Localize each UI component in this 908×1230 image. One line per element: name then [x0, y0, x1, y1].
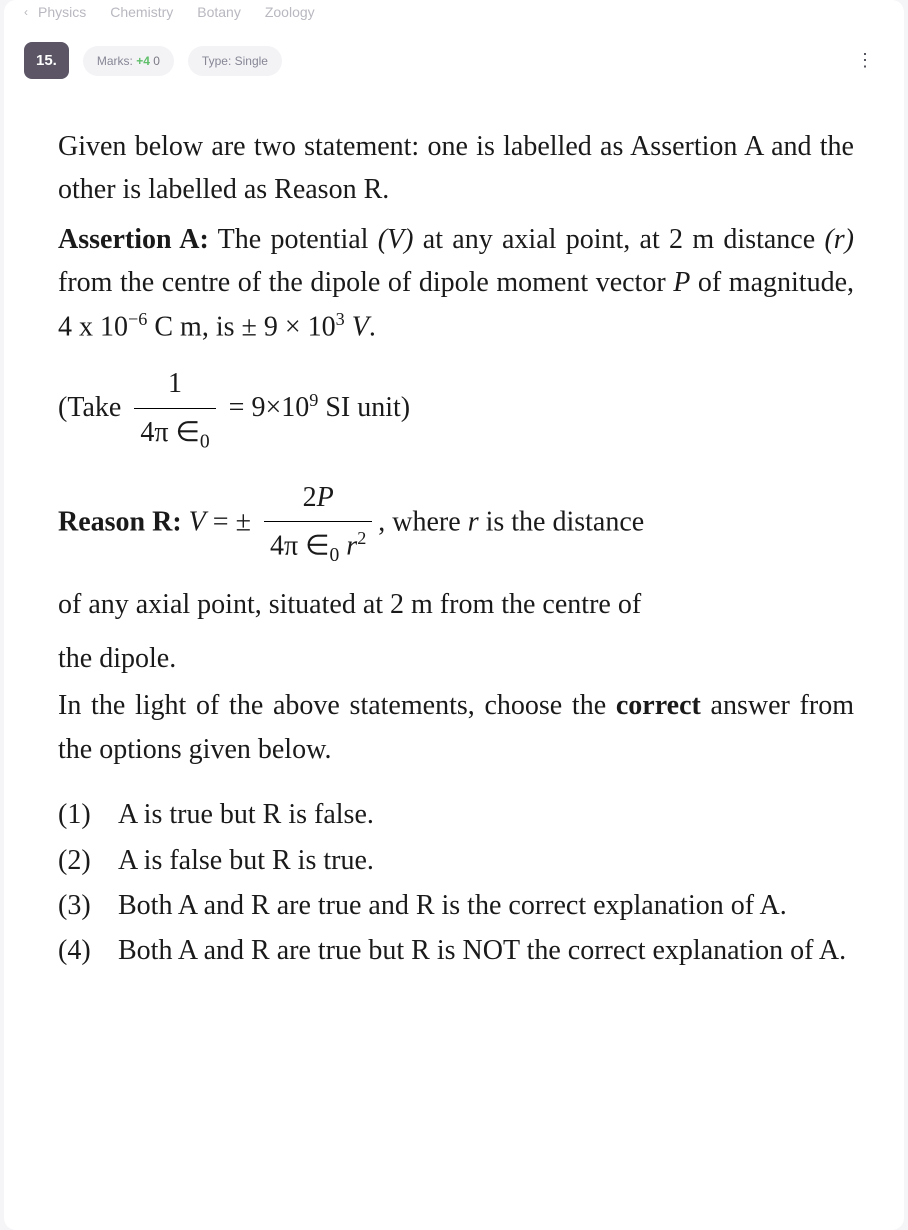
marks-negative: 0 — [153, 54, 160, 68]
option-text: A is true but R is false. — [118, 793, 854, 836]
assertion-block: Assertion A: The potential (V) at any ax… — [58, 218, 854, 349]
take-block: (Take 1 4π ∈0 = 9×109 SI unit) — [58, 362, 854, 457]
instruction: In the light of the above statements, ch… — [58, 684, 854, 771]
options-list: (1) A is true but R is false. (2) A is f… — [4, 787, 904, 973]
reason-block: Reason R: V = ± 2P 4π ∈0 r2 , where r is… — [58, 476, 854, 572]
fraction-v: 2P 4π ∈0 r2 — [264, 476, 372, 572]
option-number: (4) — [58, 929, 118, 972]
marks-label: Marks: — [97, 54, 133, 68]
type-label: Type: — [202, 54, 231, 68]
chevron-left-icon[interactable]: ‹ — [24, 5, 28, 19]
option-4[interactable]: (4) Both A and R are true but R is NOT t… — [58, 929, 854, 972]
option-text: Both A and R are true and R is the corre… — [118, 884, 854, 927]
marks-pill: Marks: +4 0 — [83, 46, 174, 76]
fraction-k: 1 4π ∈0 — [134, 362, 215, 457]
option-number: (1) — [58, 793, 118, 836]
question-body: Given below are two statement: one is la… — [4, 85, 904, 787]
option-2[interactable]: (2) A is false but R is true. — [58, 839, 854, 882]
option-text: A is false but R is true. — [118, 839, 854, 882]
subject-tabs: ‹ Physics Chemistry Botany Zoology — [4, 0, 904, 28]
option-3[interactable]: (3) Both A and R are true and R is the c… — [58, 884, 854, 927]
type-pill: Type: Single — [188, 46, 282, 76]
reason-line2: of any axial point, situated at 2 m from… — [58, 577, 854, 633]
question-meta: 15. Marks: +4 0 Type: Single ⋮ — [4, 28, 904, 85]
option-1[interactable]: (1) A is true but R is false. — [58, 793, 854, 836]
option-number: (3) — [58, 884, 118, 927]
tab-botany[interactable]: Botany — [197, 4, 241, 20]
tab-chemistry[interactable]: Chemistry — [110, 4, 173, 20]
option-text: Both A and R are true but R is NOT the c… — [118, 929, 854, 972]
question-card: ‹ Physics Chemistry Botany Zoology 15. M… — [4, 0, 904, 1230]
more-icon[interactable]: ⋮ — [856, 50, 884, 71]
option-number: (2) — [58, 839, 118, 882]
marks-positive: +4 — [136, 54, 150, 68]
question-number: 15. — [24, 42, 69, 79]
intro-text: Given below are two statement: one is la… — [58, 125, 854, 212]
reason-line3: the dipole. — [58, 639, 854, 678]
tab-zoology[interactable]: Zoology — [265, 4, 315, 20]
type-value: Single — [235, 54, 268, 68]
tab-physics[interactable]: Physics — [38, 4, 86, 20]
reason-label: Reason R: — [58, 506, 182, 537]
assertion-label: Assertion A: — [58, 224, 209, 255]
